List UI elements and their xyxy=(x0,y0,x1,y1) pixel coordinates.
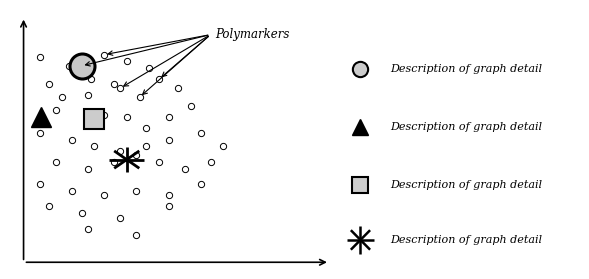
Text: Description of graph detail: Description of graph detail xyxy=(390,235,542,245)
Text: Polymarkers: Polymarkers xyxy=(216,28,290,41)
Text: Description of graph detail: Description of graph detail xyxy=(390,64,542,74)
Text: Description of graph detail: Description of graph detail xyxy=(390,180,542,190)
Text: Description of graph detail: Description of graph detail xyxy=(390,122,542,132)
